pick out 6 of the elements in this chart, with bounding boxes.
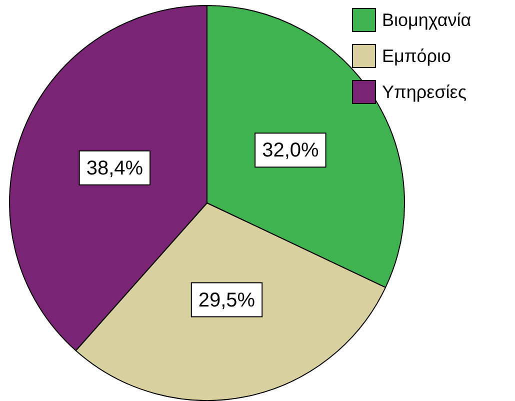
data-label: 38,4% bbox=[86, 157, 144, 180]
data-label: 32,0% bbox=[262, 140, 319, 162]
legend-label: Υπηρεσίες bbox=[382, 82, 467, 102]
legend-label: Εμπόριο bbox=[382, 46, 452, 66]
data-label: 29,5% bbox=[198, 289, 256, 312]
legend-label: Βιομηχανία bbox=[382, 10, 472, 30]
